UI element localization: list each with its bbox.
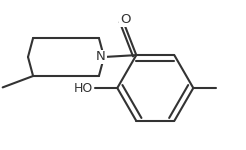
Text: N: N xyxy=(96,51,106,63)
Text: HO: HO xyxy=(73,81,92,94)
Text: O: O xyxy=(120,13,130,26)
